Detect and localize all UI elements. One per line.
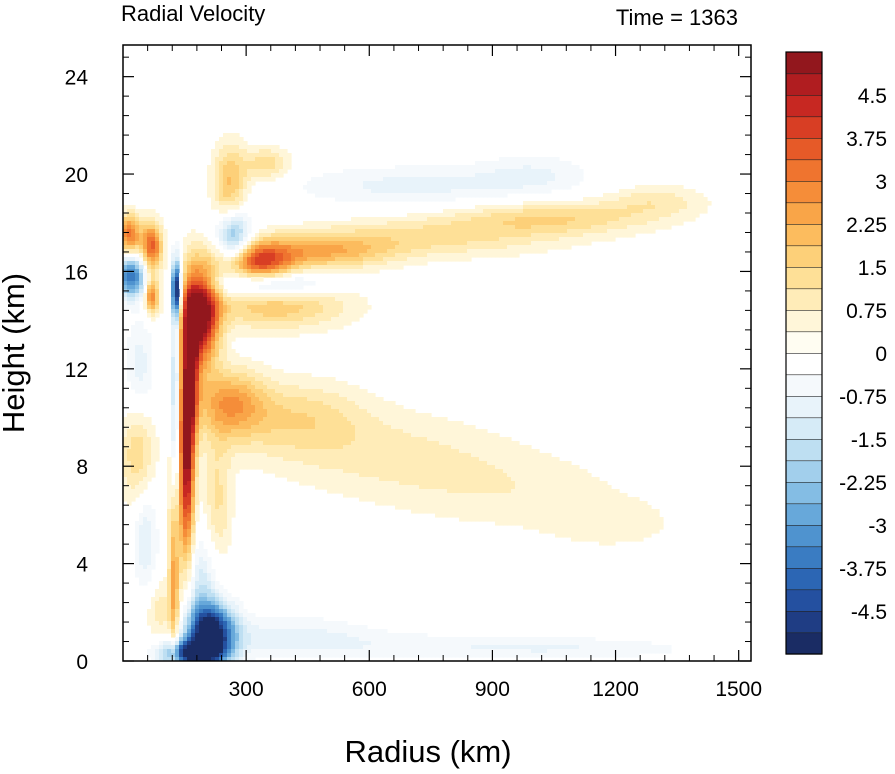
colorbar-segment	[785, 180, 823, 204]
colorbar-segment	[785, 331, 823, 354]
colorbar-tick-label: 0.75	[846, 300, 887, 323]
x-tick-label: 1200	[592, 678, 639, 701]
y-axis-label: Height (km)	[0, 273, 31, 433]
colorbar-segment	[785, 159, 823, 182]
y-tick-label: 4	[76, 554, 88, 577]
colorbar-tick-label: -1.5	[851, 429, 887, 452]
colorbar-segment	[785, 503, 823, 526]
y-tick-label: 8	[76, 456, 88, 479]
y-tick-label: 0	[76, 651, 88, 674]
colorbar-tick-label: 1.5	[858, 257, 887, 280]
colorbar-segment	[785, 567, 823, 591]
colorbar-segment	[785, 202, 823, 225]
colorbar-tick-label: 3	[875, 171, 887, 194]
colorbar-tick-label: 0	[875, 343, 887, 366]
colorbar-segment	[785, 438, 823, 462]
x-axis-label: Radius (km)	[344, 734, 511, 769]
colorbar-segment	[785, 223, 823, 247]
colorbar-segment	[785, 266, 823, 290]
x-tick-label: 300	[229, 678, 264, 701]
colorbar-segment	[785, 137, 823, 161]
x-tick-label: 1500	[715, 678, 762, 701]
colorbar-frame	[785, 51, 823, 655]
colorbar-segment	[785, 610, 823, 634]
x-tick-label: 600	[352, 678, 387, 701]
chart-title-left: Radial Velocity	[121, 1, 265, 26]
heatmap-field	[123, 133, 712, 661]
colorbar-segment	[785, 589, 823, 612]
colorbar-segment	[785, 374, 823, 397]
colorbar-segment	[785, 73, 823, 96]
colorbar-tick-label: 2.25	[846, 214, 887, 237]
colorbar-segment	[785, 288, 823, 311]
colorbar: 4.5 3.75 3 2.25 1.5 0.75 0 -0.75 -1.5 -2.25 -3 -3.7…	[785, 51, 887, 655]
colorbar-tick-label: -4.5	[851, 601, 887, 624]
colorbar-tick-label: 3.75	[846, 128, 887, 151]
colorbar-segment	[785, 94, 823, 118]
y-tick-label: 24	[65, 67, 89, 90]
colorbar-tick-label: -2.25	[839, 472, 887, 495]
colorbar-segment	[785, 116, 823, 139]
colorbar-tick-label: -3	[868, 515, 887, 538]
plot-frame	[122, 44, 752, 662]
axis-ticks: 300 600 900 1200 1500 0 4 8 12 16 20 24	[65, 45, 762, 701]
x-tick-label: 900	[475, 678, 510, 701]
colorbar-segment	[785, 352, 823, 376]
colorbar-segment	[785, 51, 823, 75]
y-tick-label: 12	[65, 359, 88, 382]
colorbar-segment	[785, 395, 823, 419]
colorbar-segment	[785, 632, 823, 655]
chart-title-right: Time = 1363	[616, 5, 738, 30]
colorbar-segment	[785, 481, 823, 505]
colorbar-segment	[785, 460, 823, 483]
y-tick-label: 20	[65, 164, 88, 187]
colorbar-segment	[785, 245, 823, 268]
colorbar-segment	[785, 417, 823, 440]
colorbar-tick-label: -3.75	[839, 558, 887, 581]
colorbar-tick-label: 4.5	[858, 85, 887, 108]
colorbar-segment	[785, 524, 823, 548]
y-tick-label: 16	[65, 261, 88, 284]
colorbar-tick-label: -0.75	[839, 386, 887, 409]
colorbar-segment	[785, 309, 823, 333]
colorbar-segment	[785, 546, 823, 569]
